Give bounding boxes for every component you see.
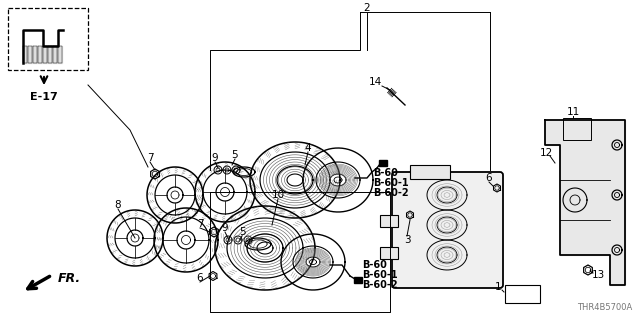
Text: 2: 2 bbox=[364, 3, 371, 13]
Text: 13: 13 bbox=[591, 270, 605, 280]
Polygon shape bbox=[53, 46, 57, 63]
Text: 9: 9 bbox=[221, 223, 228, 233]
Bar bbox=[380, 247, 398, 259]
Polygon shape bbox=[58, 46, 62, 63]
Text: 1: 1 bbox=[495, 282, 501, 292]
Polygon shape bbox=[28, 46, 32, 63]
Bar bbox=[354, 277, 362, 283]
Polygon shape bbox=[43, 46, 47, 63]
Text: 4: 4 bbox=[305, 143, 311, 153]
Text: 9: 9 bbox=[212, 153, 218, 163]
Text: B-60: B-60 bbox=[362, 260, 387, 270]
Text: 8: 8 bbox=[115, 200, 122, 210]
Text: 7: 7 bbox=[196, 219, 204, 229]
Text: THR4B5700A: THR4B5700A bbox=[577, 303, 632, 312]
Text: FR.: FR. bbox=[58, 271, 81, 284]
Bar bbox=[505, 285, 540, 303]
Text: 10: 10 bbox=[271, 190, 285, 200]
Text: 12: 12 bbox=[540, 148, 552, 158]
Polygon shape bbox=[38, 46, 42, 63]
Text: E-17: E-17 bbox=[30, 92, 58, 102]
Polygon shape bbox=[23, 46, 27, 63]
Text: 3: 3 bbox=[404, 235, 410, 245]
Text: 6: 6 bbox=[486, 173, 492, 183]
FancyBboxPatch shape bbox=[392, 172, 503, 288]
Text: B-60-2: B-60-2 bbox=[362, 280, 397, 290]
Polygon shape bbox=[33, 46, 37, 63]
Text: B-60-1: B-60-1 bbox=[373, 178, 408, 188]
Polygon shape bbox=[48, 46, 52, 63]
Text: 11: 11 bbox=[566, 107, 580, 117]
Text: B-60-1: B-60-1 bbox=[362, 270, 397, 280]
Text: 5: 5 bbox=[239, 227, 245, 237]
Text: B-60-2: B-60-2 bbox=[373, 188, 408, 198]
Bar bbox=[380, 215, 398, 227]
Text: B-60: B-60 bbox=[373, 168, 398, 178]
Text: 5: 5 bbox=[232, 150, 238, 160]
Bar bbox=[8, 8, 88, 70]
Bar bbox=[379, 160, 387, 166]
Bar bbox=[410, 165, 450, 179]
Bar bbox=[563, 118, 591, 140]
Polygon shape bbox=[545, 120, 625, 285]
Text: 7: 7 bbox=[147, 153, 154, 163]
Text: 14: 14 bbox=[369, 77, 381, 87]
Text: 6: 6 bbox=[196, 273, 204, 283]
